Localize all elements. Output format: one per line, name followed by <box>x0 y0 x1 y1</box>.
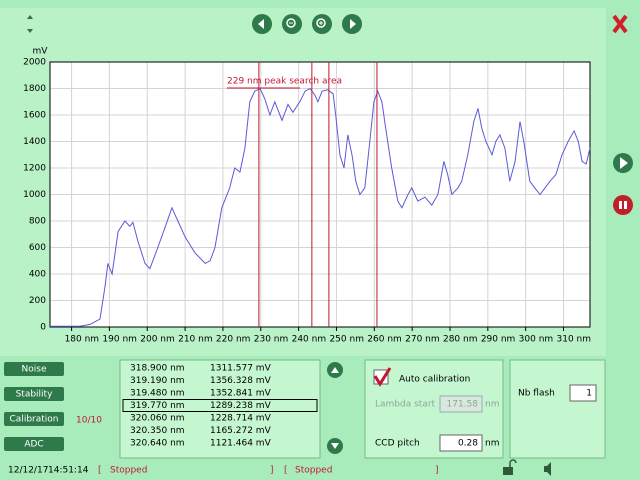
stop-button[interactable] <box>613 195 633 215</box>
status-state: Stopped <box>295 466 332 476</box>
button-column: Noise Stability Calibration ADC <box>4 362 64 451</box>
y-tick-label: 1800 <box>23 84 46 94</box>
list-cell: 1228.714 mV <box>210 414 272 424</box>
list-cell: 1311.577 mV <box>210 364 272 374</box>
play-button[interactable] <box>613 153 633 173</box>
y-tick-label: 1000 <box>23 190 46 200</box>
status-bracket: ] <box>270 466 274 476</box>
y-tick-label: 2000 <box>23 58 46 68</box>
x-tick-label: 200 nm <box>140 335 175 345</box>
list-cell: 1352.841 mV <box>210 389 272 399</box>
zoom-in-button[interactable] <box>312 14 332 34</box>
side-button[interactable] <box>4 387 64 401</box>
y-tick-label: 400 <box>29 270 46 280</box>
x-tick-label: 230 nm <box>254 335 289 345</box>
y-tick-label: 1400 <box>23 137 46 147</box>
list-cell: 319.480 nm <box>130 389 185 399</box>
annotation: 229 nm peak search area <box>227 77 342 87</box>
ccd-value: 0.28 <box>458 439 478 449</box>
ccd-input[interactable] <box>439 434 483 452</box>
x-tick-label: 300 nm <box>519 335 554 345</box>
y-tick-label: 600 <box>29 243 46 253</box>
x-tick-label: 240 nm <box>292 335 327 345</box>
x-tick-label: 220 nm <box>216 335 251 345</box>
list-cell: 320.350 nm <box>130 426 185 436</box>
status-bracket: ] <box>435 466 439 476</box>
x-tick-label: 310 nm <box>557 335 592 345</box>
list-cell: 319.190 nm <box>130 376 185 386</box>
list-up-button[interactable] <box>327 362 343 378</box>
side-button[interactable] <box>4 362 64 376</box>
y-tick-label: 800 <box>29 217 46 227</box>
list-down-button[interactable] <box>327 438 343 454</box>
list-cell: 319.770 nm <box>130 401 185 411</box>
lambda-value: 171.58 <box>447 400 479 410</box>
list-cell: 1121.464 mV <box>210 439 272 449</box>
status-bracket: [ <box>98 466 102 476</box>
nav-buttons <box>252 14 362 34</box>
list-cell: 1165.272 mV <box>210 426 272 436</box>
list-cell: 1289.238 mV <box>210 401 272 411</box>
status-state: Stopped <box>110 466 147 476</box>
x-tick-label: 290 nm <box>481 335 516 345</box>
chart: 0 200 400 600 800 1000 1200 1400 1600 1800 2000 180… <box>23 58 591 345</box>
list-panel <box>119 359 321 459</box>
x-tick-label: 270 nm <box>405 335 440 345</box>
flash-panel <box>509 359 606 459</box>
flash-value: 1 <box>586 389 592 399</box>
zoom-out-button[interactable] <box>282 14 302 34</box>
close-button[interactable] <box>612 14 628 34</box>
x-tick-label: 210 nm <box>178 335 213 345</box>
flash-input[interactable] <box>569 384 597 402</box>
list-cell: 320.640 nm <box>130 439 185 449</box>
y-tick-label: 1200 <box>23 164 46 174</box>
speaker-icon[interactable] <box>544 462 551 476</box>
x-tick-label: 190 nm <box>102 335 137 345</box>
y-tick-label: 0 <box>40 323 46 333</box>
checkmark <box>373 367 392 387</box>
side-button-label: Noise <box>22 365 47 375</box>
x-tick-label: 180 nm <box>65 335 100 345</box>
side-button-label: ADC <box>24 440 43 450</box>
selected-row <box>122 399 318 412</box>
list-cell: 320.060 nm <box>130 414 185 424</box>
lambda-unit: nm <box>485 400 499 410</box>
y-tick-label: 1600 <box>23 111 46 121</box>
y-tick-label: 200 <box>29 296 46 306</box>
plot-frame <box>49 61 591 328</box>
spectrum-line <box>50 87 591 327</box>
ccd-label: CCD pitch <box>375 439 420 449</box>
x-tick-label: 260 nm <box>367 335 402 345</box>
result-list: 318.900 nm 1311.577 mV 319.190 nm 1356.328 … <box>122 364 318 449</box>
side-button-label: Calibration <box>10 415 59 425</box>
status-date: 12/12/17 <box>8 466 48 476</box>
auto-calibration-label: Auto calibration <box>399 375 470 385</box>
list-cell: 1356.328 mV <box>210 376 272 386</box>
flash-label: Nb flash <box>518 389 555 399</box>
lambda-input[interactable] <box>439 395 483 413</box>
ccd-unit: nm <box>485 439 499 449</box>
lambda-label: Lambda start <box>375 400 436 410</box>
status-bracket: [ <box>284 466 288 476</box>
list-cell: 318.900 nm <box>130 364 185 374</box>
side-button[interactable] <box>4 412 64 426</box>
y-axis-label: mV <box>33 47 49 57</box>
side-button[interactable] <box>4 437 64 451</box>
scroll-arrows[interactable] <box>27 15 33 33</box>
lock-icon[interactable] <box>503 459 517 475</box>
counter: 10/10 <box>76 416 102 426</box>
side-button-label: Stability <box>16 390 54 400</box>
x-tick-label: 250 nm <box>329 335 364 345</box>
status-time: 14:51:14 <box>48 466 89 476</box>
x-tick-label: 280 nm <box>443 335 478 345</box>
